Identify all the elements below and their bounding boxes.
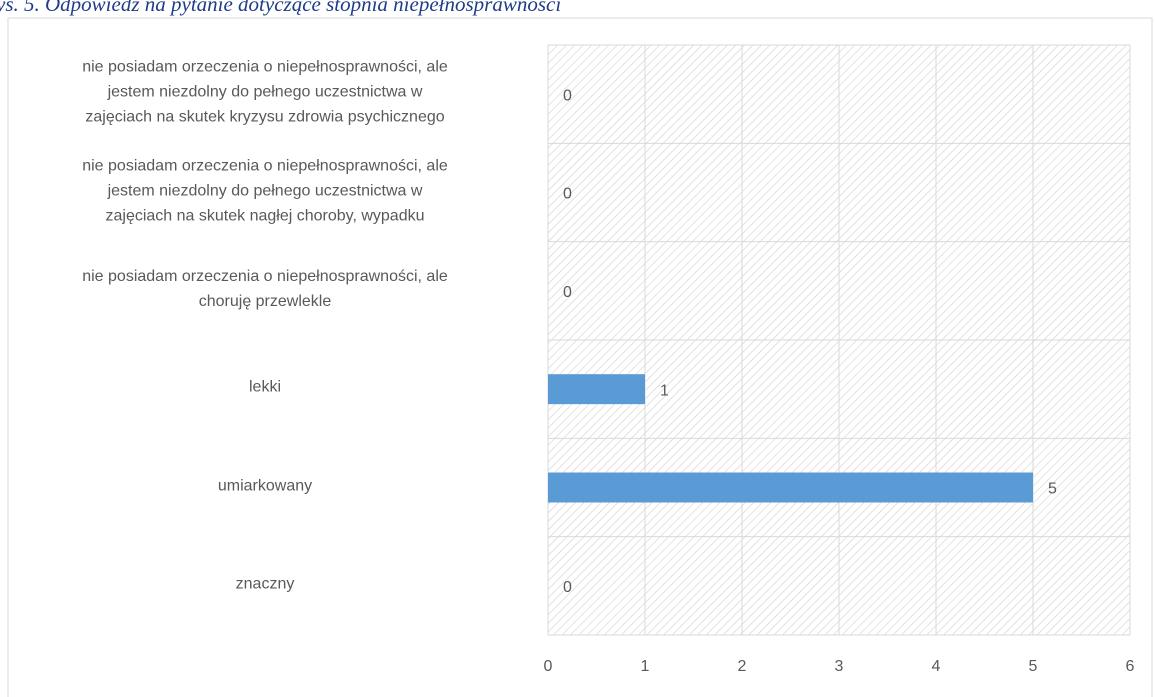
x-tick-label: 1 (641, 658, 650, 675)
data-label: 1 (660, 382, 669, 399)
bar (548, 374, 645, 405)
x-tick-label: 4 (932, 658, 941, 675)
x-tick-label: 5 (1029, 658, 1038, 675)
chart-border (7, 17, 1153, 697)
chart-title: ys. 5. Odpowiedź na pytanie dotyczące st… (0, 0, 561, 16)
data-label: 0 (563, 579, 572, 596)
x-tick-label: 2 (738, 658, 747, 675)
data-label: 0 (563, 87, 572, 104)
x-tick-label: 6 (1126, 658, 1135, 675)
y-tick-label: nie posiadam orzeczenia o niepełnosprawn… (82, 58, 448, 126)
x-tick-label: 0 (544, 658, 553, 675)
data-label: 0 (563, 186, 572, 203)
x-tick-label: 3 (835, 658, 844, 675)
data-label: 5 (1048, 481, 1057, 498)
y-tick-label: lekki (248, 378, 281, 396)
y-tick-label: umiarkowany (217, 477, 313, 494)
bar (548, 472, 1033, 503)
y-tick-label: nie posiadam orzeczenia o niepełnosprawn… (82, 267, 448, 310)
data-label: 0 (563, 284, 572, 301)
y-tick-label: znaczny (235, 575, 295, 593)
y-tick-label: nie posiadam orzeczenia o niepełnosprawn… (82, 157, 448, 224)
